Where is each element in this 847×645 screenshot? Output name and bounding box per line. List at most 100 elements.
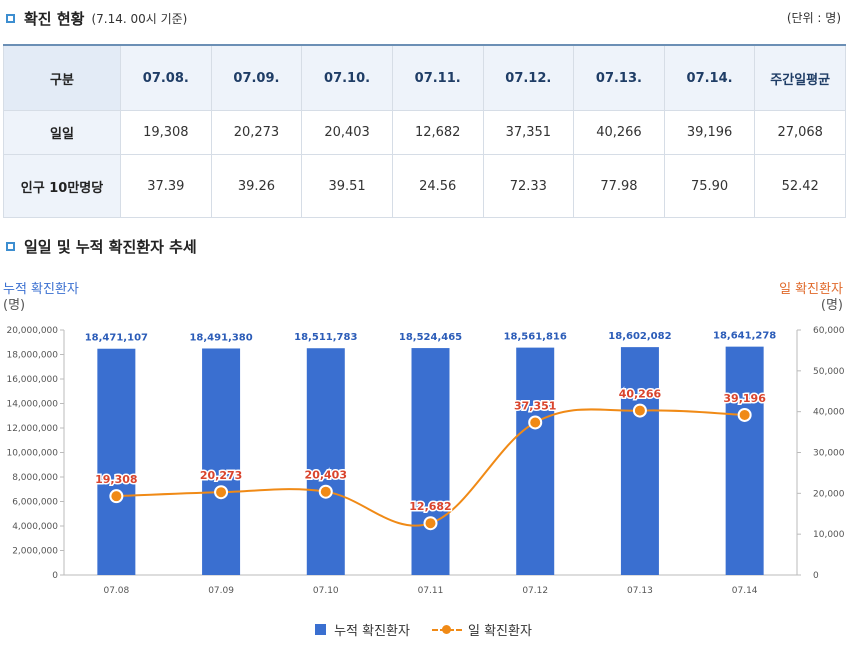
left-tick-label: 14,000,000 — [6, 400, 58, 410]
left-tick-label: 2,000,000 — [12, 547, 58, 557]
table-cell: 37.39 — [120, 154, 212, 218]
legend-label: 누적 확진환자 — [334, 624, 410, 639]
table-cell: 39.26 — [210, 154, 303, 218]
x-tick-label: 07.13 — [627, 586, 653, 596]
row-label: 일일 — [3, 110, 121, 155]
legend-bar-swatch — [315, 624, 327, 635]
line-data-label: 40,266 — [619, 388, 662, 401]
table-cell: 75.90 — [663, 154, 756, 218]
unit-label: (단위 : 명) — [786, 11, 841, 25]
legend-item-daily[interactable]: 일 확진환자 — [431, 620, 532, 639]
bar-data-label: 18,524,465 — [399, 332, 462, 343]
row-label: 인구 10만명당 — [3, 154, 121, 218]
table-cell: 27,068 — [754, 110, 846, 155]
bar-data-label: 18,491,380 — [189, 332, 252, 343]
left-tick-label: 18,000,000 — [6, 351, 58, 361]
right-tick-label: 50,000 — [813, 367, 845, 377]
table-col-header: 07.09. — [210, 44, 303, 111]
line-point — [737, 407, 752, 422]
table-cell: 20,403 — [301, 110, 393, 155]
left-tick-label: 4,000,000 — [12, 522, 58, 532]
x-tick-label: 07.11 — [418, 586, 444, 596]
line-data-label: 12,682 — [409, 500, 451, 513]
bar — [202, 348, 241, 575]
line-data-label: 20,403 — [305, 469, 347, 482]
trend-chart: 누적 확진환자(명)일 확진환자(명)20,000,00018,000,0001… — [3, 282, 845, 596]
square-bullet-icon — [6, 14, 15, 23]
right-tick-label: 0 — [813, 571, 819, 581]
table-cell: 20,273 — [210, 110, 303, 155]
table-col-header: 07.14. — [663, 44, 756, 111]
table-col-header: 07.11. — [391, 44, 484, 111]
table-cell: 77.98 — [573, 154, 665, 218]
line-point — [318, 484, 333, 499]
bar — [97, 348, 136, 575]
line-point — [423, 516, 438, 531]
chart-legend: 누적 확진환자 일 확진환자 — [0, 620, 847, 639]
right-axis-title: 일 확진환자 — [779, 282, 843, 297]
square-bullet-icon — [6, 242, 15, 251]
left-tick-label: 16,000,000 — [6, 375, 58, 385]
line-point — [632, 403, 647, 418]
bar-data-label: 18,561,816 — [504, 332, 567, 343]
x-tick-label: 07.09 — [208, 586, 234, 596]
bar-data-label: 18,471,107 — [85, 333, 148, 344]
table-cell: 24.56 — [391, 154, 484, 218]
table-row: 일일 19,308 20,273 20,403 12,682 37,351 40… — [3, 110, 846, 155]
left-tick-label: 12,000,000 — [6, 424, 58, 434]
table-col-header: 07.12. — [482, 44, 575, 111]
right-tick-label: 40,000 — [813, 408, 845, 418]
legend-item-cumulative[interactable]: 누적 확진환자 — [315, 620, 410, 639]
table-cell: 19,308 — [120, 110, 212, 155]
table-col-header: 07.10. — [301, 44, 393, 111]
bar — [620, 347, 659, 575]
bar-data-label: 18,602,082 — [608, 331, 671, 342]
trend-header: 일일 및 누적 확진환자 추세 — [6, 236, 197, 257]
table-row: 인구 10만명당 37.39 39.26 39.51 24.56 72.33 7… — [3, 154, 846, 218]
bar — [725, 346, 764, 575]
line-data-label: 37,351 — [514, 399, 556, 412]
legend-label: 일 확진환자 — [467, 624, 532, 639]
bar-data-label: 18,511,783 — [294, 332, 357, 343]
table-cell: 39.51 — [301, 154, 393, 218]
table-cell: 40,266 — [573, 110, 665, 155]
right-tick-label: 60,000 — [813, 326, 845, 336]
left-tick-label: 6,000,000 — [12, 498, 58, 508]
left-tick-label: 20,000,000 — [6, 326, 58, 336]
right-tick-label: 10,000 — [813, 530, 845, 540]
line-point — [214, 485, 229, 500]
bar — [306, 348, 345, 575]
table-col-header: 주간일평균 — [754, 44, 846, 111]
x-tick-label: 07.08 — [103, 586, 129, 596]
right-tick-label: 20,000 — [813, 489, 845, 499]
table-cell: 52.42 — [754, 154, 846, 218]
legend-line-swatch — [431, 624, 462, 635]
bar — [411, 348, 450, 575]
right-axis-unit: (명) — [821, 298, 843, 313]
x-tick-label: 07.12 — [522, 586, 548, 596]
line-data-label: 39,196 — [723, 392, 766, 405]
x-tick-label: 07.10 — [313, 586, 339, 596]
status-header: 확진 현황 (7.14. 00시 기준) — [6, 8, 187, 29]
table-col-header: 07.13. — [573, 44, 665, 111]
table-cell: 39,196 — [663, 110, 756, 155]
status-table: 구분 07.08. 07.09. 07.10. 07.11. 07.12. 07… — [3, 44, 846, 218]
status-subtitle: (7.14. 00시 기준) — [91, 12, 188, 26]
left-axis-unit: (명) — [3, 298, 25, 313]
trend-title: 일일 및 누적 확진환자 추세 — [24, 238, 197, 256]
table-cell: 12,682 — [391, 110, 484, 155]
left-tick-label: 8,000,000 — [12, 473, 58, 483]
line-data-label: 20,273 — [200, 469, 242, 482]
line-point — [528, 415, 543, 430]
left-tick-label: 0 — [52, 571, 58, 581]
bar-data-label: 18,641,278 — [713, 331, 776, 342]
status-title: 확진 현황 — [24, 10, 85, 28]
left-tick-label: 10,000,000 — [6, 449, 58, 459]
table-cell: 37,351 — [482, 110, 575, 155]
left-axis-title: 누적 확진환자 — [3, 282, 79, 297]
x-tick-label: 07.14 — [732, 586, 758, 596]
table-col-header: 07.08. — [120, 44, 212, 111]
right-tick-label: 30,000 — [813, 449, 845, 459]
bar — [516, 347, 555, 575]
table-header-row: 구분 07.08. 07.09. 07.10. 07.11. 07.12. 07… — [3, 44, 846, 111]
